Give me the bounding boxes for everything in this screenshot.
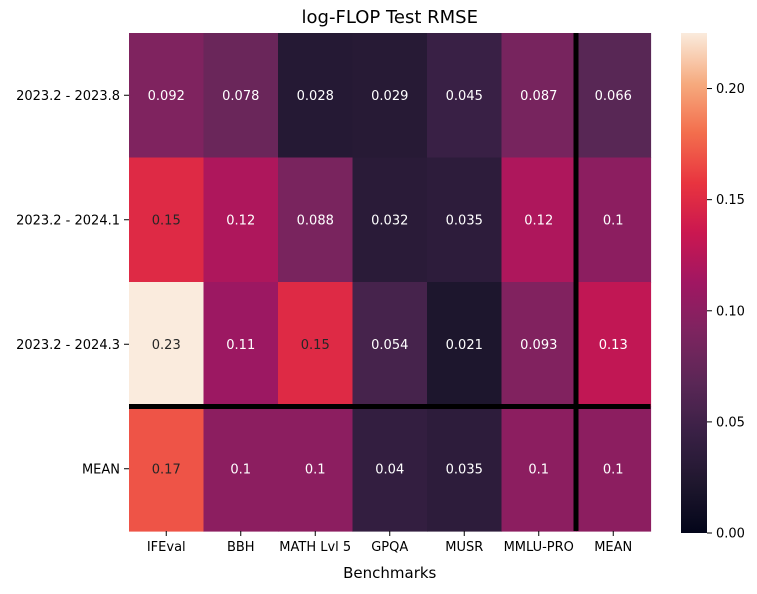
cell-value-label: 0.1: [603, 213, 624, 228]
heatmap-cell: [576, 282, 652, 408]
heatmap-cell: [352, 33, 428, 159]
cell-value-label: 0.021: [446, 338, 483, 353]
heatmap-cell: [278, 282, 354, 408]
heatmap-cell: [576, 406, 652, 532]
colorbar-tick-label: 0.00: [716, 527, 745, 542]
cell-value-label: 0.13: [599, 338, 628, 353]
colorbar-tick-label: 0.10: [716, 304, 745, 319]
heatmap-cell: [576, 33, 652, 159]
cell-value-label: 0.092: [148, 89, 185, 104]
x-tick-label: BBH: [227, 540, 255, 555]
heatmap-cell: [427, 33, 503, 159]
cell-value-label: 0.1: [305, 462, 326, 477]
cell-value-label: 0.045: [446, 89, 483, 104]
heatmap-cell: [129, 157, 205, 283]
heatmap-cell: [129, 406, 205, 532]
heatmap-cell: [576, 157, 652, 283]
heatmap-cell: [129, 33, 205, 159]
cell-value-label: 0.12: [226, 213, 255, 228]
heatmap-cell: [352, 406, 428, 532]
cell-value-label: 0.087: [520, 89, 557, 104]
cell-value-label: 0.078: [222, 89, 259, 104]
y-tick-label: 2023.2 - 2024.3: [16, 338, 120, 353]
heatmap-cell: [501, 406, 577, 532]
cell-value-label: 0.04: [375, 462, 404, 477]
heatmap-cell: [501, 282, 577, 408]
cell-value-label: 0.1: [603, 462, 624, 477]
heatmap-cell: [352, 282, 428, 408]
heatmap-cell: [427, 406, 503, 532]
cell-value-label: 0.1: [230, 462, 251, 477]
heatmap-cell: [501, 33, 577, 159]
cell-value-label: 0.093: [520, 338, 557, 353]
cell-value-label: 0.035: [446, 462, 483, 477]
cell-value-label: 0.029: [371, 89, 408, 104]
heatmap-cell: [203, 282, 279, 408]
cell-value-label: 0.15: [152, 213, 181, 228]
heatmap-cell: [203, 406, 279, 532]
y-tick-label: MEAN: [82, 462, 120, 477]
cell-value-label: 0.032: [371, 213, 408, 228]
cell-value-label: 0.17: [152, 462, 181, 477]
heatmap-cell: [427, 157, 503, 283]
heatmap-cell: [352, 157, 428, 283]
x-tick-label: GPQA: [371, 540, 408, 555]
cell-value-label: 0.066: [595, 89, 632, 104]
heatmap-cell: [203, 157, 279, 283]
x-tick-label: IFEval: [147, 540, 186, 555]
colorbar-tick-label: 0.15: [716, 193, 745, 208]
y-tick-label: 2023.2 - 2024.1: [16, 213, 120, 228]
cell-value-label: 0.1: [528, 462, 549, 477]
x-tick-label: MEAN: [594, 540, 632, 555]
y-tick-label: 2023.2 - 2023.8: [16, 89, 120, 104]
colorbar-tick-label: 0.20: [716, 82, 745, 97]
heatmap-cell: [427, 282, 503, 408]
cell-value-label: 0.11: [226, 338, 255, 353]
chart-title: log-FLOP Test RMSE: [302, 7, 478, 28]
heatmap-cell: [501, 157, 577, 283]
colorbar-tick-label: 0.05: [716, 415, 745, 430]
x-tick-label: MUSR: [445, 540, 483, 555]
heatmap-cell: [278, 157, 354, 283]
cell-value-label: 0.12: [524, 213, 553, 228]
cell-value-label: 0.028: [297, 89, 334, 104]
cell-value-label: 0.054: [371, 338, 408, 353]
x-axis-label: Benchmarks: [343, 564, 436, 582]
heatmap-cell: [278, 406, 354, 532]
heatmap-cell: [278, 33, 354, 159]
cell-value-label: 0.15: [301, 338, 330, 353]
heatmap-cell: [129, 282, 205, 408]
x-tick-label: MATH Lvl 5: [279, 540, 351, 555]
x-tick-label: MMLU-PRO: [504, 540, 574, 555]
cell-value-label: 0.23: [152, 338, 181, 353]
cell-value-label: 0.035: [446, 213, 483, 228]
cell-value-label: 0.088: [297, 213, 334, 228]
heatmap-cell: [203, 33, 279, 159]
colorbar: [681, 33, 707, 533]
